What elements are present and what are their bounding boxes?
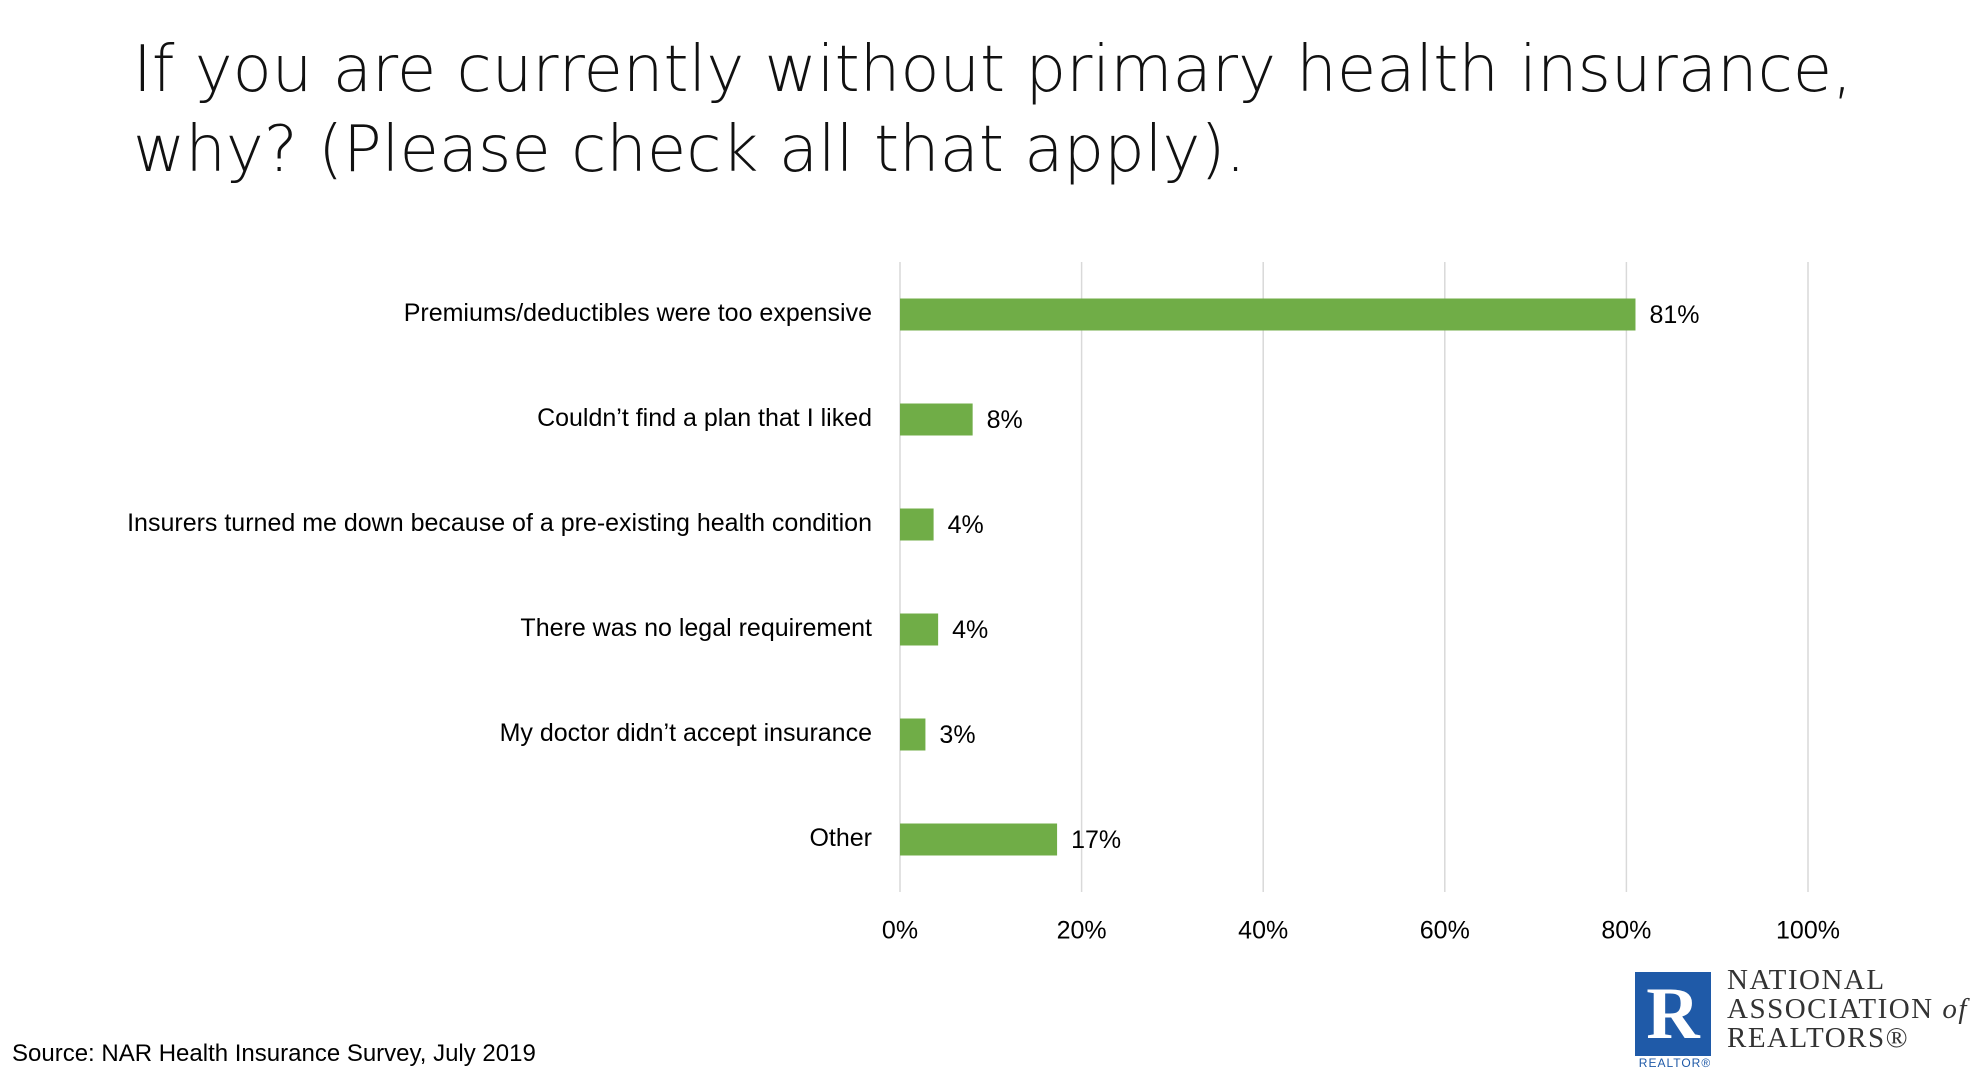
data-label-1: 8% [987, 406, 1023, 434]
x-tick-label-5: 100% [1776, 917, 1840, 945]
bar-chart: Premiums/deductibles were too expensive C… [127, 262, 1840, 945]
source-note: Source: NAR Health Insurance Survey, Jul… [12, 1040, 536, 1067]
x-tick-label-1: 20% [1057, 917, 1107, 945]
data-labels: 81% 8% 4% 4% 3% 17% [939, 301, 1699, 854]
gridlines [899, 262, 1809, 892]
category-label-2: Insurers turned me down because of a pre… [127, 509, 872, 537]
logo-line-2-of: of [1942, 993, 1968, 1025]
bar-0 [900, 298, 1636, 331]
bar-5 [900, 823, 1058, 856]
bar-2 [900, 508, 934, 541]
chart-title: If you are currently without primary hea… [133, 33, 1853, 187]
category-label-3: There was no legal requirement [520, 614, 872, 642]
data-label-2: 4% [948, 511, 984, 539]
data-label-3: 4% [952, 616, 988, 644]
logo-line-2-main: ASSOCIATION [1727, 993, 1934, 1025]
nar-logo: R REALTOR® NATIONAL ASSOCIATION of REALT… [1635, 966, 1975, 1070]
logo-wordmark: NATIONAL ASSOCIATION of REALTORS® [1727, 966, 1968, 1053]
data-label-0: 81% [1649, 301, 1699, 329]
realtor-r-logo-icon: R [1635, 972, 1711, 1056]
category-labels: Premiums/deductibles were too expensive C… [127, 299, 872, 852]
logo-line-1: NATIONAL [1727, 964, 1886, 996]
x-tick-label-2: 40% [1238, 917, 1288, 945]
x-tick-label-3: 60% [1420, 917, 1470, 945]
category-label-1: Couldn’t find a plan that I liked [537, 404, 872, 432]
data-label-4: 3% [939, 721, 975, 749]
data-label-5: 17% [1071, 826, 1121, 854]
category-label-4: My doctor didn’t accept insurance [500, 719, 872, 747]
x-tick-label-0: 0% [882, 917, 918, 945]
logo-line-3: REALTORS® [1727, 1022, 1910, 1054]
category-label-5: Other [809, 824, 872, 852]
x-tick-label-4: 80% [1601, 917, 1651, 945]
logo-mark-letter: R [1646, 973, 1700, 1055]
x-axis-tick-labels: 0% 20% 40% 60% 80% 100% [882, 917, 1840, 945]
logo-line-2: ASSOCIATION of [1727, 995, 1968, 1024]
logo-realtor-small: REALTOR® [1638, 1056, 1712, 1070]
category-label-0: Premiums/deductibles were too expensive [404, 299, 872, 327]
bars [900, 298, 1636, 856]
bar-1 [900, 403, 973, 436]
bar-3 [900, 613, 939, 646]
bar-4 [900, 718, 926, 751]
